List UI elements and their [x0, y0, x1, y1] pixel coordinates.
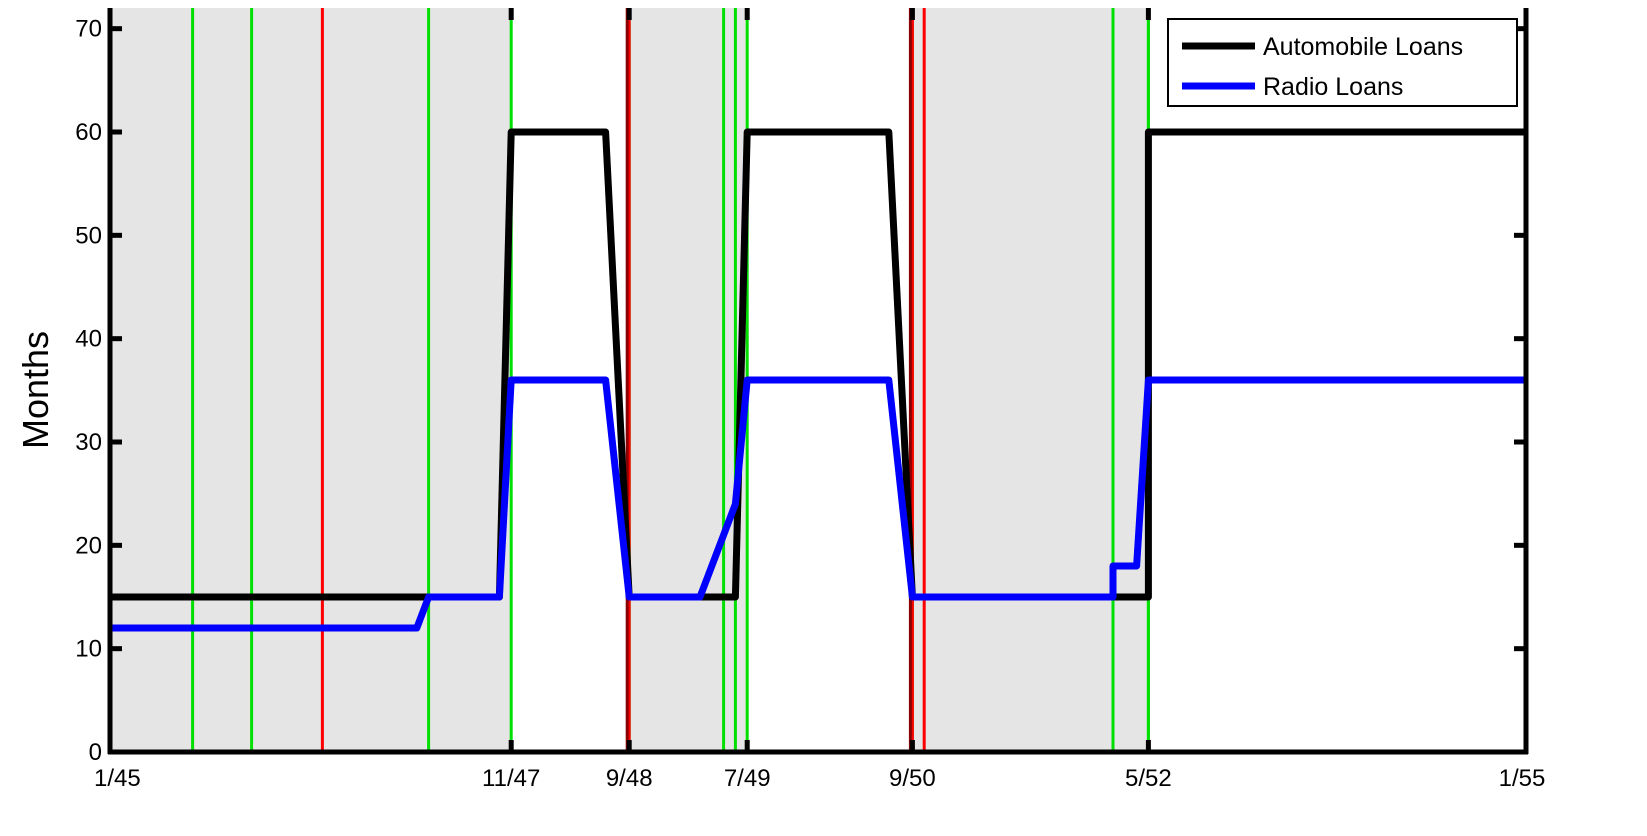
y-axis-ticks: 0 10 20 30 40 50 60 70	[75, 16, 1526, 766]
y-tick-label: 70	[75, 16, 102, 43]
shaded-period-2	[912, 8, 1149, 752]
shaded-period-1	[629, 8, 748, 752]
x-tick-label: 9/48	[606, 765, 653, 792]
x-tick-label: 1/45	[94, 765, 141, 792]
series-lines	[110, 128, 1526, 632]
y-tick-label: 50	[75, 222, 102, 249]
legend-label-1: Radio Loans	[1263, 73, 1403, 101]
shaded-period-0	[110, 8, 512, 752]
x-tick-label: 5/52	[1125, 765, 1172, 792]
y-tick-label: 10	[75, 636, 102, 663]
legend: Automobile Loans Radio Loans	[1167, 18, 1518, 107]
legend-label-0: Automobile Loans	[1263, 33, 1463, 61]
x-tick-label: 7/49	[724, 765, 771, 792]
y-tick-label: 40	[75, 326, 102, 353]
y-tick-label: 20	[75, 532, 102, 559]
series-line-radio-loans	[110, 376, 1526, 632]
x-tick-label: 1/55	[1499, 765, 1546, 792]
y-axis-label: Months	[15, 331, 56, 449]
x-tick-label: 9/50	[889, 765, 936, 792]
y-tick-label: 60	[75, 119, 102, 146]
y-tick-label: 0	[89, 739, 102, 766]
x-axis-ticks: 1/45 11/47 9/48 7/49 9/50 5/52 1/55	[94, 8, 1545, 792]
y-tick-label: 30	[75, 429, 102, 456]
legend-box	[1167, 18, 1518, 107]
x-tick-label: 11/47	[482, 765, 540, 792]
